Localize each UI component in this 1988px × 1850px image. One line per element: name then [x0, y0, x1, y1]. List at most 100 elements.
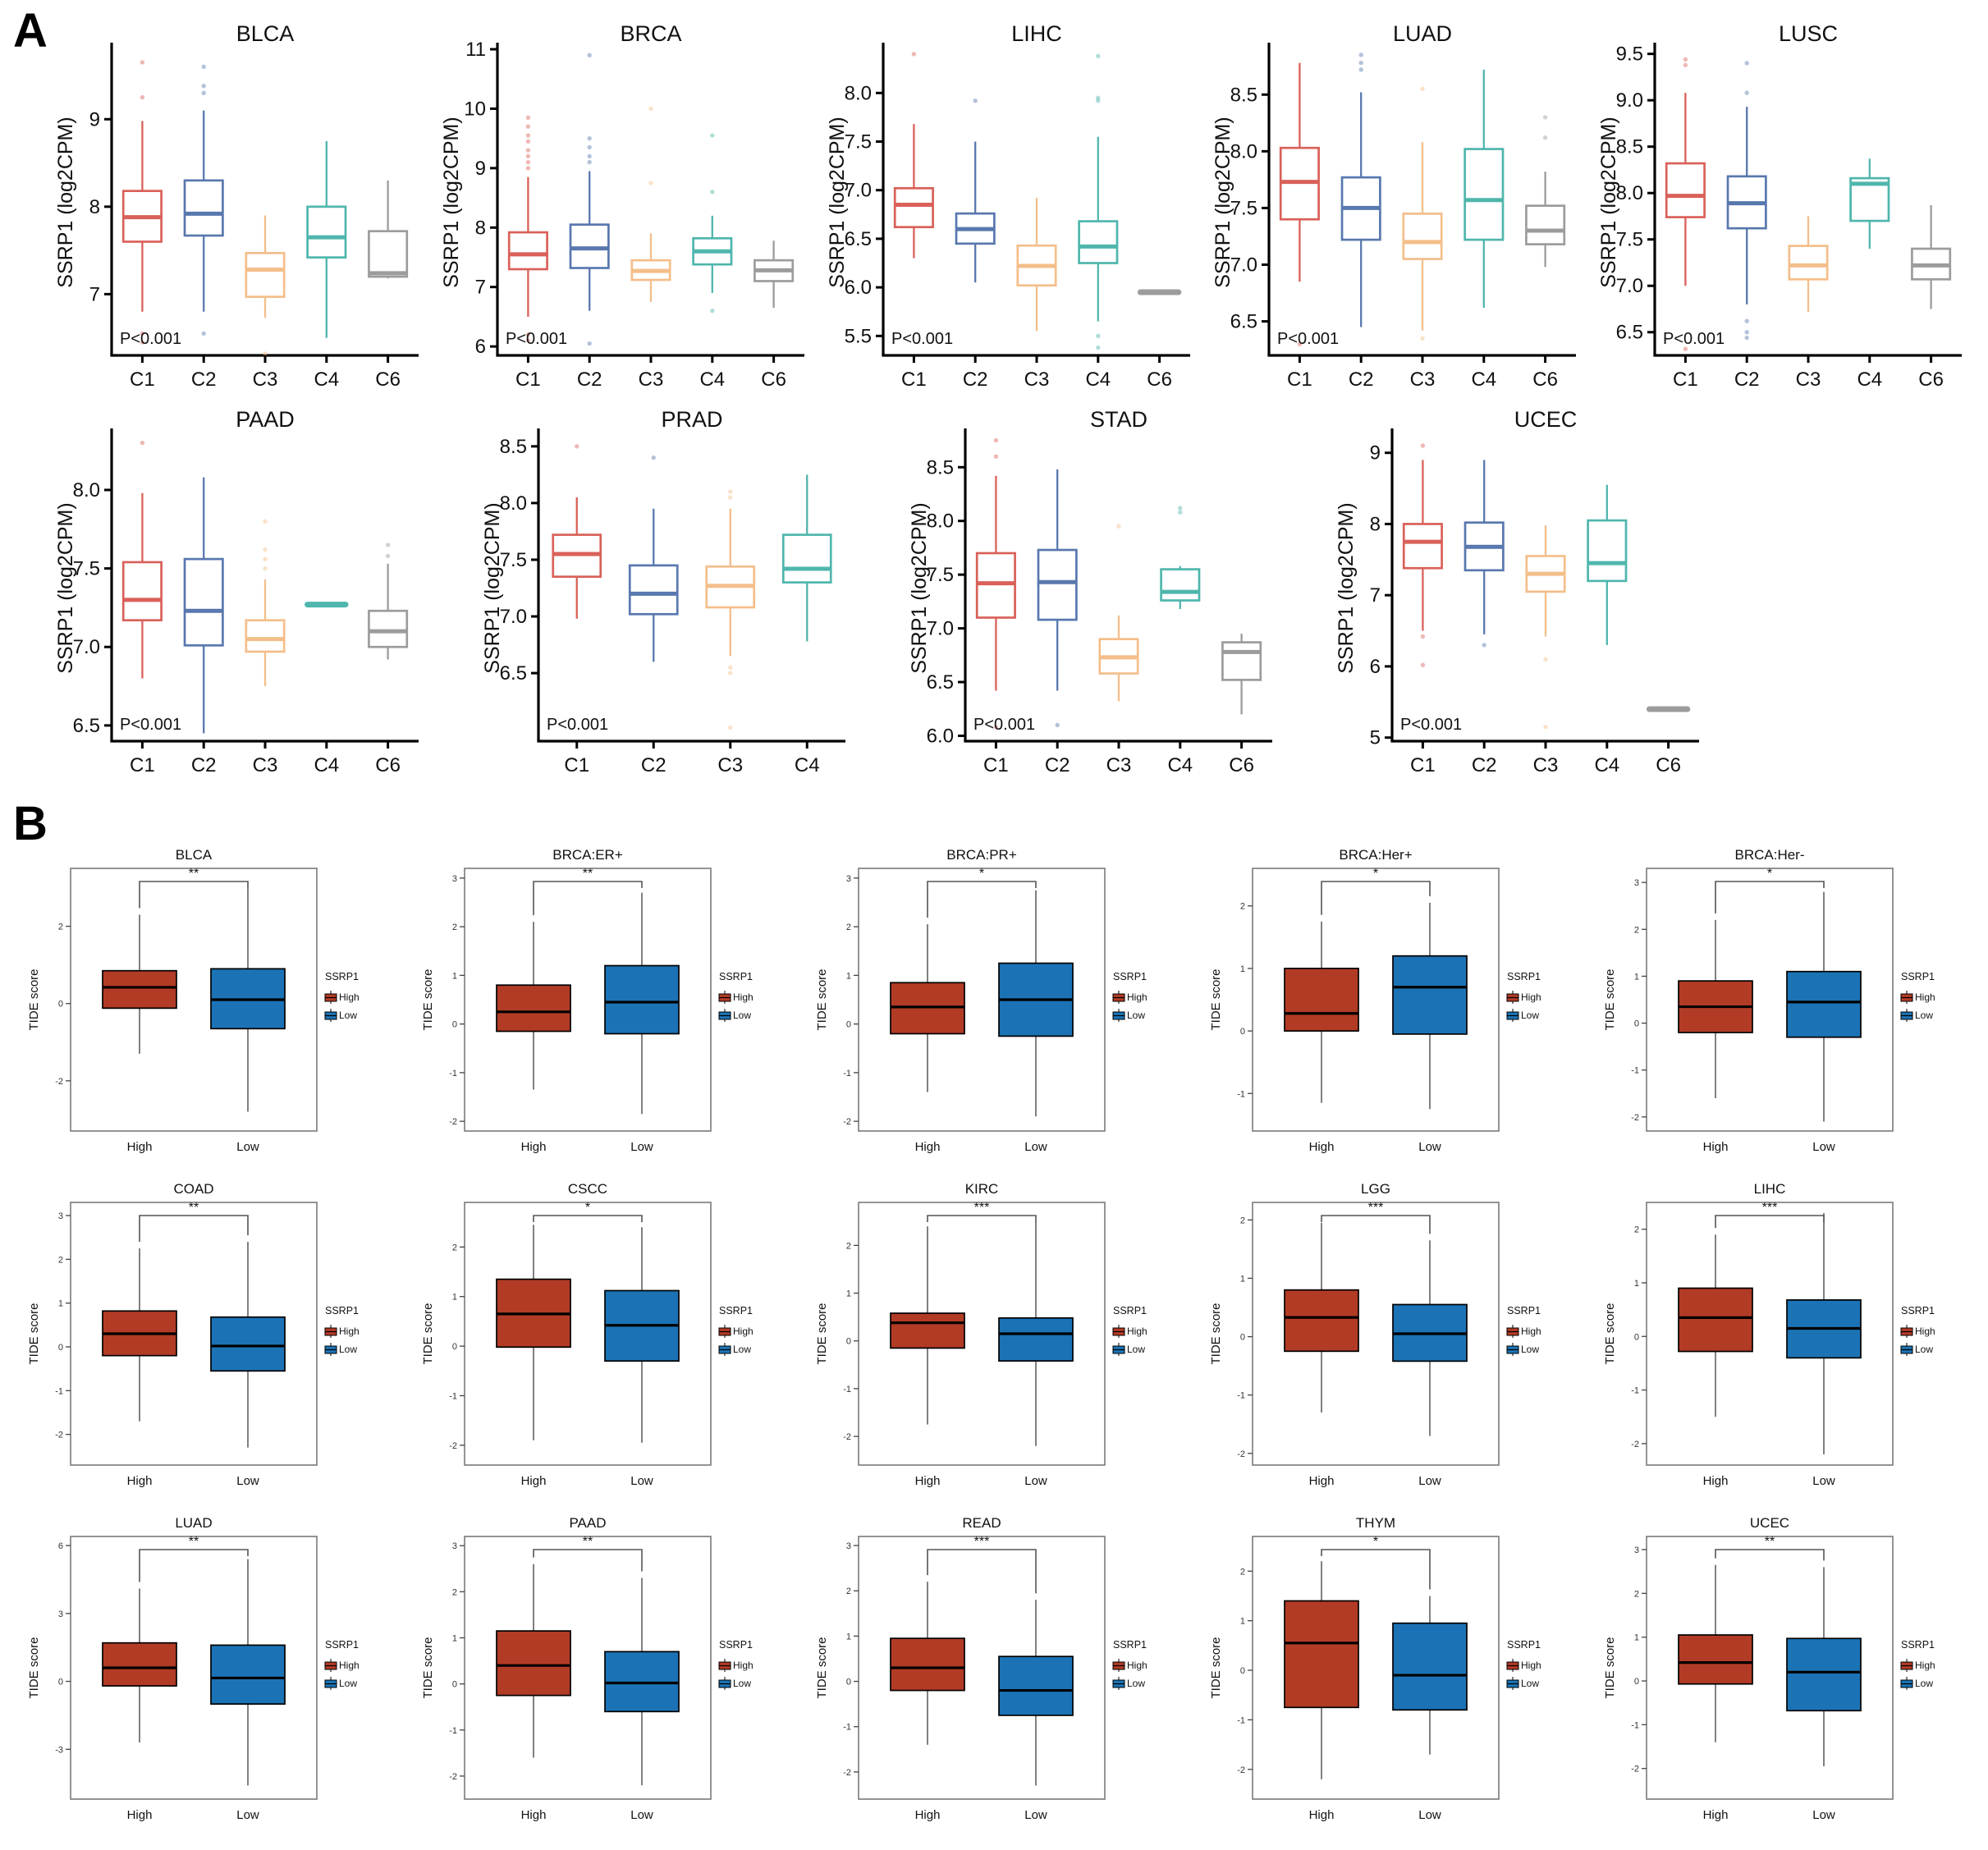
x-tick-label: C2 [963, 369, 988, 391]
plot-title: LUAD [175, 1515, 212, 1531]
significance-stars: * [1767, 867, 1772, 881]
subplot-b-READ: READ TIDE score -2 -1 0 1 2 3 High Low *** SSRP1 Hig… [813, 1513, 1198, 1842]
legend-label-High: High [339, 991, 360, 1003]
significance-bracket [1321, 1549, 1431, 1590]
y-tick-label: -1 [843, 1723, 851, 1733]
y-tick-label: -2 [449, 1772, 457, 1782]
y-tick-label: -1 [1237, 1391, 1245, 1401]
legend-title: SSRP1 [1113, 971, 1147, 982]
boxplot-BRCA:PR+: BRCA:PR+ TIDE score -2 -1 0 1 2 3 High Low * SSRP1 H… [815, 847, 1147, 1154]
significance-stars: *** [974, 1535, 990, 1549]
y-tick-label: 5.5 [845, 325, 872, 347]
x-tick-label: C4 [1085, 369, 1111, 391]
x-tick-label: High [1703, 1808, 1729, 1822]
y-tick-label: 0 [58, 1678, 63, 1687]
x-tick-label: C6 [761, 369, 786, 391]
significance-bracket [533, 881, 643, 916]
y-tick-label: 1 [58, 1299, 63, 1309]
legend-label-High: High [733, 1326, 754, 1337]
plot-title: PAAD [236, 410, 295, 432]
y-tick-label: -2 [843, 1768, 851, 1778]
x-tick-label: Low [630, 1808, 653, 1822]
x-tick-label: High [915, 1808, 941, 1822]
boxplot-BRCA: BRCA SSRP1 (log2CPM) 6 7 8 9 10 11 C1 C2 C3 C4 C6 P<0… [440, 21, 804, 391]
y-axis-label: SSRP1 (log2CPM) [484, 502, 504, 673]
significance-stars: ** [1765, 1535, 1775, 1549]
legend-label-High: High [1915, 1660, 1935, 1671]
significance-stars: *** [974, 1201, 990, 1215]
subplot-b-BRCA:PR+: BRCA:PR+ TIDE score -2 -1 0 1 2 3 High Low * SSRP1 H… [813, 845, 1198, 1174]
boxplot-THYM: THYM TIDE score -2 -1 0 1 2 High Low * SSRP1 High Lo… [1209, 1515, 1541, 1822]
legend-label-Low: Low [339, 1010, 357, 1021]
y-tick-label: 2 [452, 1243, 457, 1252]
y-tick-label: 3 [846, 1541, 851, 1551]
plot-title: READ [962, 1515, 1001, 1531]
x-tick-label: C3 [253, 754, 278, 776]
y-tick-label: 7.0 [1616, 275, 1643, 297]
y-tick-label: -1 [1631, 1720, 1639, 1730]
subplot-a-UCEC: UCEC SSRP1 (log2CPM) 5 6 7 8 9 C1 C2 C3 C4 C6 P<0.00… [1335, 407, 1707, 788]
y-tick-label: 3 [58, 1211, 63, 1221]
boxplot-LUSC: LUSC SSRP1 (log2CPM) 6.5 7.0 7.5 8.0 8.5 9.0 9.5… [1597, 21, 1962, 391]
y-tick-label: 5 [1370, 727, 1381, 749]
x-tick-label: C1 [1287, 369, 1312, 391]
y-tick-label: 6.0 [845, 277, 872, 299]
subplot-b-BRCA:Her-: BRCA:Her- TIDE score -2 -1 0 1 2 3 High Low * SSRP1… [1601, 845, 1986, 1174]
boxplot-BRCA:Her+: BRCA:Her+ TIDE score -1 0 1 2 High Low * SSRP1 Hig… [1209, 847, 1541, 1154]
x-tick-label: Low [1418, 1140, 1441, 1154]
plot-title: THYM [1356, 1515, 1395, 1531]
y-tick-label: 2 [846, 1587, 851, 1596]
subplot-b-THYM: THYM TIDE score -2 -1 0 1 2 High Low * SSRP1 High Lo… [1207, 1513, 1592, 1842]
plot-title: LIHC [1011, 25, 1062, 46]
x-tick-label: C3 [1533, 754, 1559, 776]
x-tick-label: Low [1024, 1140, 1047, 1154]
x-tick-label: C3 [639, 369, 664, 391]
x-tick-label: C4 [1471, 369, 1496, 391]
y-tick-label: 3 [452, 874, 457, 884]
y-tick-label: 0 [1240, 1333, 1245, 1343]
significance-bracket [927, 881, 1037, 918]
y-axis-label: TIDE score [1209, 1637, 1223, 1698]
significance-stars: *** [1762, 1201, 1778, 1215]
x-tick-label: C2 [1472, 754, 1497, 776]
legend-label-High: High [1521, 1660, 1541, 1671]
y-tick-label: 8.0 [1616, 182, 1643, 204]
legend-title: SSRP1 [1507, 1639, 1541, 1651]
x-tick-label: C3 [1106, 754, 1132, 776]
boxplot-BLCA: BLCA TIDE score -2 0 2 High Low ** SSRP1 High Low [27, 847, 360, 1154]
y-tick-label: 6 [1370, 656, 1381, 678]
plot-title: BRCA:Her- [1734, 847, 1804, 863]
subplot-b-BRCA:Her+: BRCA:Her+ TIDE score -1 0 1 2 High Low * SSRP1 Hig… [1207, 845, 1592, 1174]
legend-label-High: High [1127, 1660, 1147, 1671]
x-tick-label: High [127, 1808, 153, 1822]
x-tick-label: C6 [1532, 369, 1558, 391]
x-tick-label: C3 [1410, 369, 1436, 391]
y-tick-label: 7 [1370, 584, 1381, 607]
plot-title: CSCC [568, 1181, 607, 1197]
y-tick-label: -1 [449, 1726, 457, 1736]
y-axis-label: TIDE score [1209, 1303, 1223, 1364]
x-tick-label: C1 [130, 754, 155, 776]
y-tick-label: -1 [843, 1069, 851, 1078]
x-tick-label: High [1703, 1474, 1729, 1488]
y-tick-label: 2 [1240, 1567, 1245, 1577]
plot-title: STAD [1090, 410, 1147, 432]
y-tick-label: 0 [58, 1000, 63, 1010]
legend-title: SSRP1 [1901, 1639, 1935, 1651]
boxplot-KIRC: KIRC TIDE score -2 -1 0 1 2 High Low *** SSRP1 High… [815, 1181, 1147, 1488]
legend-title: SSRP1 [1113, 1639, 1147, 1651]
pvalue-annotation: P<0.001 [120, 716, 181, 734]
legend-title: SSRP1 [325, 1305, 359, 1317]
legend-title: SSRP1 [1113, 1305, 1147, 1317]
y-tick-label: 9.0 [1616, 89, 1643, 112]
x-tick-label: Low [630, 1140, 653, 1154]
significance-stars: ** [583, 1535, 593, 1549]
subplot-b-KIRC: KIRC TIDE score -2 -1 0 1 2 High Low *** SSRP1 High… [813, 1179, 1198, 1508]
y-axis-label: TIDE score [1603, 969, 1617, 1030]
y-tick-label: -1 [449, 1069, 457, 1078]
y-tick-label: -1 [843, 1385, 851, 1394]
y-tick-label: 0 [1634, 1019, 1639, 1029]
legend-label-High: High [733, 991, 754, 1003]
y-tick-label: 2 [846, 1241, 851, 1251]
boxplot-PAAD: PAAD TIDE score -2 -1 0 1 2 3 High Low ** SSRP1 High… [421, 1515, 754, 1822]
